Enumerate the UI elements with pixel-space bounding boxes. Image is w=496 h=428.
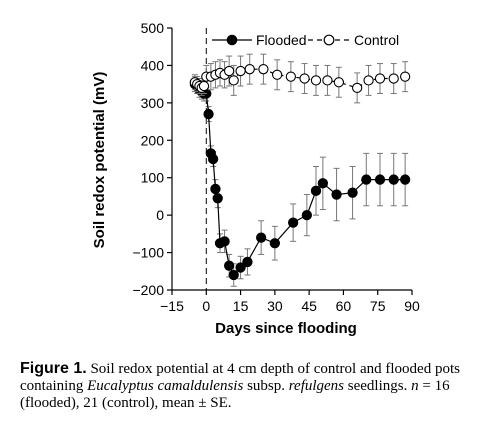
control-point [322,75,333,86]
x-tick-label: 15 [233,298,249,314]
flooded-point [228,269,239,281]
flooded-line [194,83,406,277]
control-point [351,82,363,94]
x-tick-label: 0 [202,298,210,314]
control-point [299,73,310,84]
caption-text-4: = 16 (flooded), 21 (control), mean ± SE. [20,378,450,411]
control-point [244,64,255,75]
flooded-point [347,187,358,198]
control-point [374,73,386,84]
y-tick-label: 100 [141,170,165,186]
caption-text-3: seedlings. [344,378,412,394]
flooded-point [388,174,399,185]
flooded-point [331,189,342,200]
axes-layer: −200 −100 0 100 200 300 400 500 −15 0 15 30 45 60 75 90 [132,20,420,314]
legend-control-marker [323,34,335,46]
control-point [228,75,239,86]
series-flooded [189,76,411,287]
control-point [399,71,411,82]
y-tick-label: 500 [141,20,165,36]
x-tick-label: 75 [370,298,386,314]
flooded-point [212,193,223,204]
control-point [235,65,246,77]
series-control [189,53,411,104]
y-tick-label: 0 [156,207,164,223]
caption-text-2: subsp. [243,378,289,394]
flooded-point [317,178,329,189]
figure-caption: Figure 1. Soil redox potential at 4 cm d… [20,360,492,412]
caption-species: Eucalyptus camaldulensis [87,378,244,394]
flooded-point [207,153,219,165]
y-tick-label: 400 [141,57,165,73]
x-tick-label: 45 [301,298,317,314]
x-tick-label: 90 [404,298,420,314]
flooded-point [269,238,281,249]
flooded-point [301,209,313,221]
x-tick-label: 30 [267,298,283,314]
flooded-point [203,108,214,120]
control-point [363,75,374,86]
control-point [198,80,210,92]
y-tick-label: 300 [141,95,165,111]
x-axis-title: Days since flooding [215,320,357,337]
flooded-point [210,183,221,195]
legend-flooded-label: Flooded [256,32,307,48]
flooded-point [219,236,230,247]
y-axis-title: Soil redox potential (mV) [91,72,108,249]
caption-n-symbol: n [411,378,419,394]
flooded-point [287,217,299,228]
legend: Flooded Control [212,32,399,48]
x-tick-label: −15 [160,298,184,314]
legend-flooded-marker [226,34,238,46]
flooded-point [399,174,411,185]
flooded-point [310,185,322,196]
y-tick-label: 200 [141,132,165,148]
flooded-point [235,262,246,273]
caption-label: Figure 1. [20,360,87,377]
flooded-point [374,174,386,185]
caption-text-1: Soil redox potential at 4 cm depth of co… [20,361,460,394]
flooded-point [242,256,253,268]
y-tick-label: −200 [132,282,164,298]
series-layer [189,53,411,287]
y-tick-label: −100 [132,245,164,261]
redox-chart: −200 −100 0 100 200 300 400 500 −15 0 15 30 45 60 75 90… [91,20,420,337]
flooded-point [255,232,267,243]
x-tick-label: 60 [336,298,352,314]
control-point [388,73,399,84]
caption-subspecies: refulgens [288,378,345,394]
flooded-point [361,174,372,185]
flooded-point [223,260,235,271]
control-point [258,64,269,75]
control-point [333,77,345,88]
legend-control-label: Control [354,32,399,48]
control-point [310,75,322,86]
control-point [285,71,297,82]
control-point [271,69,283,80]
control-point [223,65,235,77]
